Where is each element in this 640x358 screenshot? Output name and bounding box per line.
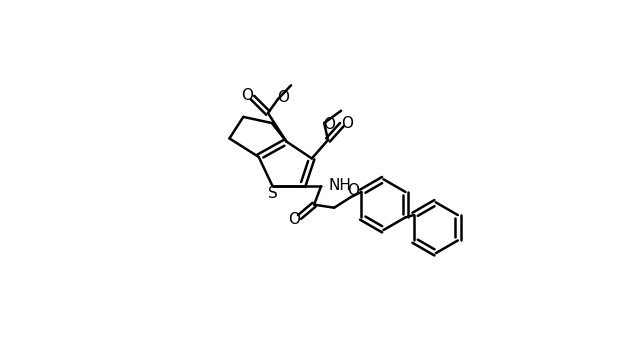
Text: NH: NH bbox=[328, 178, 351, 193]
Text: S: S bbox=[268, 187, 277, 202]
Text: O: O bbox=[277, 90, 289, 105]
Text: O: O bbox=[324, 117, 335, 132]
Text: O: O bbox=[348, 183, 360, 198]
Text: O: O bbox=[288, 212, 300, 227]
Text: O: O bbox=[341, 116, 353, 131]
Text: O: O bbox=[241, 88, 253, 103]
